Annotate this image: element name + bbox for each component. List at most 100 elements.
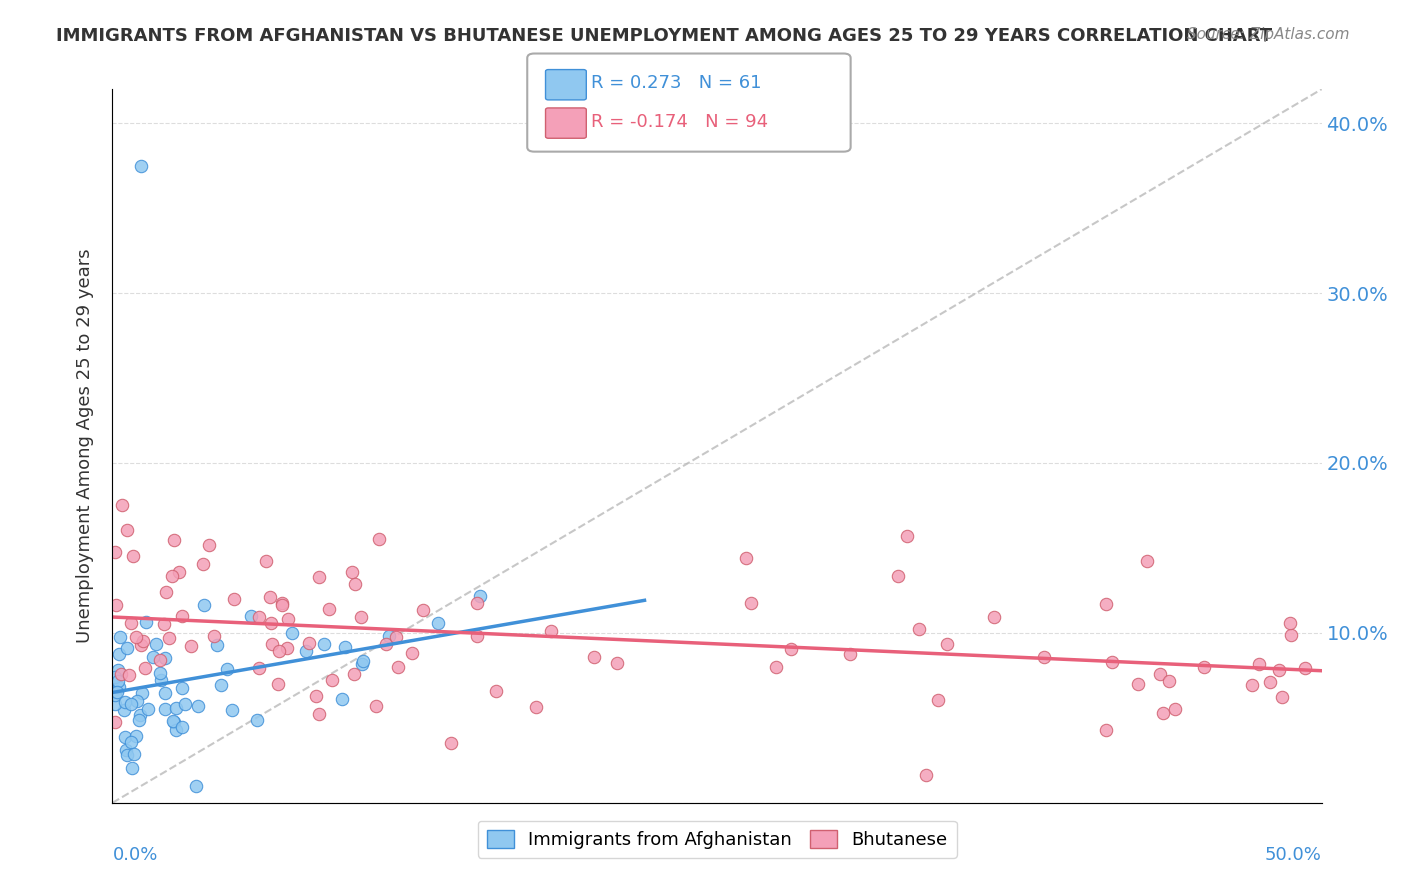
Point xyxy=(247,661,270,675)
Point xyxy=(312,637,335,651)
Point xyxy=(1240,678,1263,692)
Point xyxy=(108,630,131,644)
Point xyxy=(115,748,138,763)
Point xyxy=(107,663,129,677)
Point xyxy=(112,703,135,717)
Point xyxy=(202,629,225,643)
Point xyxy=(215,662,238,676)
Point xyxy=(1271,690,1294,704)
Point xyxy=(163,533,186,547)
Point xyxy=(364,698,387,713)
Point xyxy=(115,743,138,757)
Point xyxy=(367,533,389,547)
Point xyxy=(254,554,277,568)
Point xyxy=(352,657,374,671)
Point xyxy=(387,660,409,674)
Point xyxy=(340,566,363,580)
Point xyxy=(173,697,195,711)
Point xyxy=(186,699,208,714)
Point xyxy=(193,599,215,613)
Point xyxy=(465,629,488,643)
Point xyxy=(838,648,860,662)
Point xyxy=(120,697,142,711)
Point xyxy=(246,713,269,727)
Point xyxy=(540,624,562,639)
Point xyxy=(118,668,141,682)
Point xyxy=(108,681,131,695)
Point xyxy=(170,720,193,734)
Point xyxy=(111,499,134,513)
Point xyxy=(155,702,177,716)
Point xyxy=(186,779,208,793)
Point xyxy=(259,590,281,604)
Point xyxy=(280,626,302,640)
Point xyxy=(277,612,299,626)
Text: Source: ZipAtlas.com: Source: ZipAtlas.com xyxy=(1187,27,1350,42)
Point xyxy=(927,693,949,707)
Text: 50.0%: 50.0% xyxy=(1265,846,1322,863)
Point xyxy=(114,731,136,745)
Point xyxy=(1279,628,1302,642)
Point xyxy=(162,714,184,728)
Point xyxy=(165,701,187,715)
Point xyxy=(936,637,959,651)
Point xyxy=(1126,677,1149,691)
Point xyxy=(267,677,290,691)
Point xyxy=(342,666,364,681)
Point xyxy=(1101,655,1123,669)
Point xyxy=(104,675,127,690)
Point xyxy=(193,558,215,572)
Point xyxy=(1159,673,1181,688)
Point xyxy=(205,638,228,652)
Point xyxy=(120,735,142,749)
Point xyxy=(149,653,172,667)
Point xyxy=(120,615,142,630)
Point xyxy=(304,689,326,703)
Point xyxy=(172,608,194,623)
Point xyxy=(104,715,127,730)
Point xyxy=(734,550,756,565)
Point xyxy=(117,640,139,655)
Point xyxy=(465,596,488,610)
Point xyxy=(247,610,270,624)
Point xyxy=(294,644,316,658)
Point xyxy=(440,736,463,750)
Point xyxy=(344,577,367,591)
Point xyxy=(107,673,129,688)
Point xyxy=(121,549,143,564)
Point xyxy=(350,609,373,624)
Point xyxy=(1152,706,1174,720)
Point xyxy=(779,642,801,657)
Point xyxy=(1164,702,1187,716)
Point xyxy=(157,632,180,646)
Point xyxy=(155,585,177,599)
Point xyxy=(162,569,184,583)
Point xyxy=(1136,553,1159,567)
Point xyxy=(983,609,1005,624)
Point xyxy=(170,681,193,695)
Point xyxy=(150,673,173,687)
Point xyxy=(308,707,330,722)
Text: 0.0%: 0.0% xyxy=(112,846,157,863)
Point xyxy=(153,617,176,632)
Point xyxy=(353,655,375,669)
Point xyxy=(308,570,330,584)
Point xyxy=(240,609,263,624)
Point xyxy=(335,640,357,654)
Point xyxy=(104,698,127,712)
Point xyxy=(104,670,127,684)
Point xyxy=(385,630,408,644)
Point xyxy=(122,747,145,761)
Point xyxy=(468,589,491,603)
Point xyxy=(104,545,127,559)
Point xyxy=(377,629,399,643)
Point xyxy=(896,529,918,543)
Point xyxy=(105,685,128,699)
Point xyxy=(1294,660,1316,674)
Point xyxy=(198,538,221,552)
Point xyxy=(908,622,931,636)
Legend: Immigrants from Afghanistan, Bhutanese: Immigrants from Afghanistan, Bhutanese xyxy=(478,821,956,858)
Point xyxy=(765,660,787,674)
Point xyxy=(1095,723,1118,737)
Point xyxy=(131,686,153,700)
